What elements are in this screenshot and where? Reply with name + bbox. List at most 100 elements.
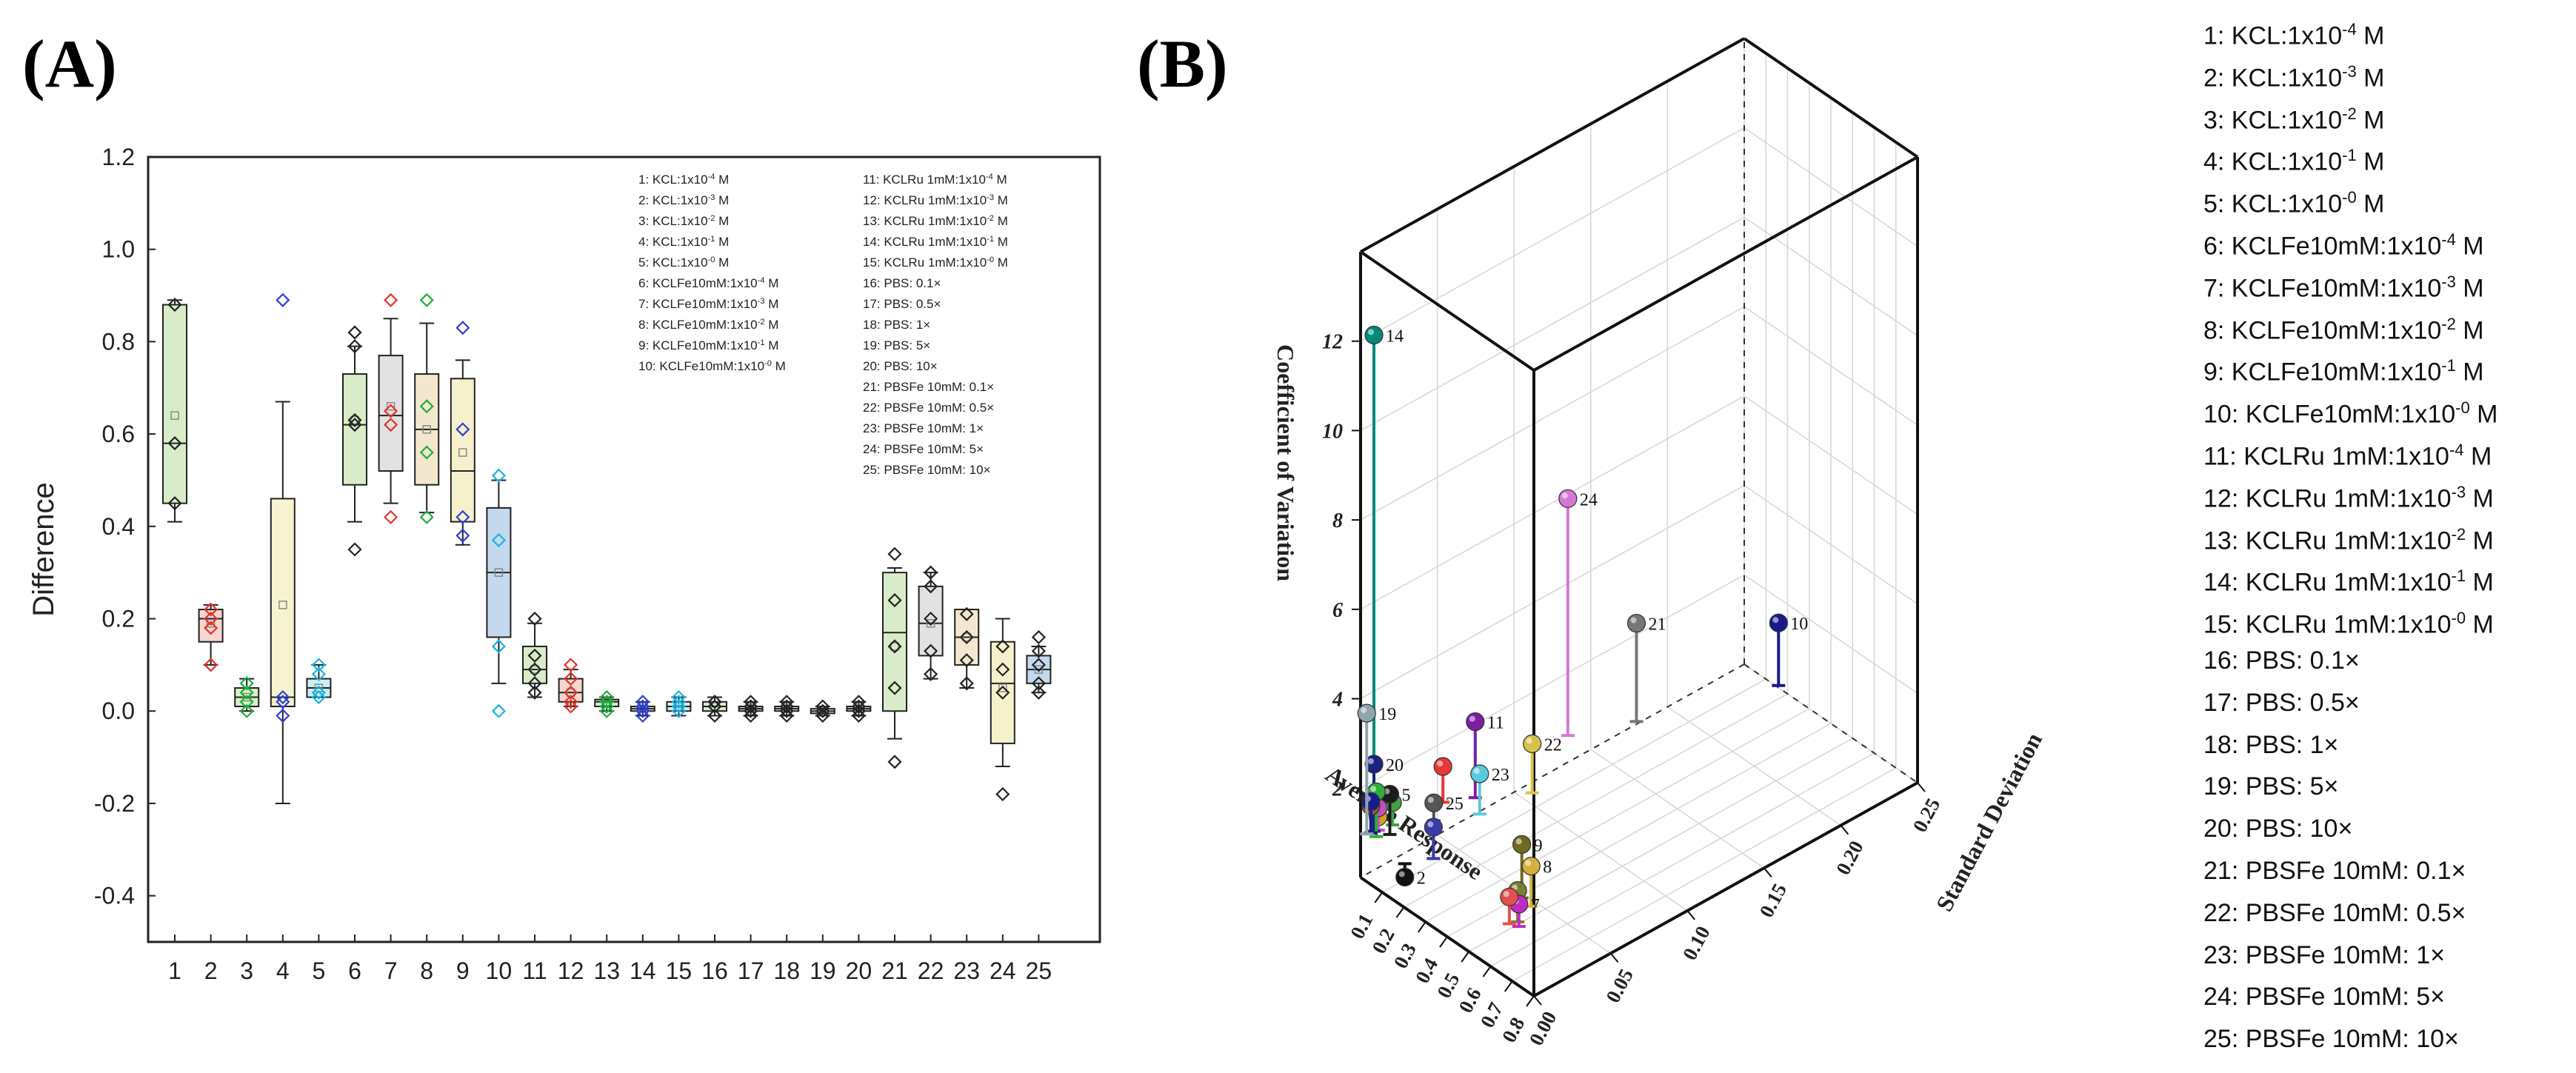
point-label: 11 <box>1487 714 1504 733</box>
data-point <box>347 325 362 340</box>
x-tick-label: 13 <box>593 957 620 984</box>
legend-b-item: 7: KCLFe10mM:1x10-3 M <box>2203 272 2484 303</box>
point-label: 5 <box>1401 786 1410 806</box>
data-point <box>1031 676 1046 691</box>
x-tick-label: 18 <box>773 957 800 984</box>
x-tick-label: 7 <box>384 957 398 984</box>
data-point <box>419 293 434 307</box>
plot-frame <box>147 156 1101 943</box>
point-label: 10 <box>1790 615 1808 634</box>
scatter-point-10: 10 <box>1769 613 1808 687</box>
data-point <box>924 565 938 580</box>
scatter-point-22: 22 <box>1523 734 1562 795</box>
box-19 <box>810 699 835 723</box>
y-tick-mark <box>1917 782 1926 792</box>
x-tick-label: 15 <box>666 957 693 984</box>
box-2 <box>198 602 224 672</box>
mean-marker <box>422 425 431 434</box>
hidden-edge <box>1360 663 1745 878</box>
data-point <box>959 676 974 691</box>
iqr-box <box>162 304 187 504</box>
z-tick-label: 10 <box>1322 420 1343 443</box>
data-point <box>887 755 902 769</box>
grid-z-left <box>1360 306 1745 521</box>
box-24 <box>990 618 1015 802</box>
box-7 <box>378 293 404 524</box>
point-highlight <box>1368 758 1375 764</box>
box-4 <box>270 293 296 804</box>
point-label: 22 <box>1544 735 1562 755</box>
data-point <box>887 546 902 561</box>
data-point <box>707 708 722 723</box>
legend-b-item: 11: KCLRu 1mM:1x10-4 M <box>2203 440 2492 471</box>
data-point <box>491 468 506 483</box>
point-sphere <box>1521 856 1541 876</box>
legend-b-item: 8: KCLFe10mM:1x10-2 M <box>2203 314 2484 344</box>
x-tick-mark <box>1417 921 1427 933</box>
data-point <box>959 653 974 668</box>
x-tick-label: 24 <box>990 957 1016 984</box>
data-point <box>527 676 542 691</box>
data-point <box>167 496 182 511</box>
data-point <box>384 293 398 307</box>
data-point <box>995 786 1010 802</box>
x-tick-label: 12 <box>558 957 584 984</box>
data-point <box>1031 685 1046 700</box>
point-sphere <box>1470 764 1489 783</box>
legend-b-item: 17: PBS: 0.5× <box>2203 688 2360 717</box>
point-sphere <box>1433 757 1452 776</box>
x-tick-label: 11 <box>522 957 547 984</box>
box-edge <box>1360 37 1745 253</box>
data-point <box>744 695 758 709</box>
x-tick-label: 22 <box>918 957 944 984</box>
box-17 <box>738 695 764 723</box>
point-highlight <box>1503 891 1509 897</box>
legend-b-item: 13: KCLRu 1mM:1x10-2 M <box>2203 524 2494 555</box>
box-14 <box>630 695 655 723</box>
z-tick-label: 6 <box>1332 599 1343 622</box>
data-point <box>456 321 470 335</box>
mean-marker <box>458 448 467 457</box>
data-point <box>959 606 974 621</box>
legend-b-item: 14: KCLRu 1mM:1x10-1 M <box>2203 566 2494 597</box>
legend-b-item: 24: PBSFe 10mM: 5× <box>2203 983 2445 1012</box>
legend-b-item: 18: PBS: 1× <box>2203 730 2339 759</box>
box-1 <box>162 297 187 523</box>
point-label: 21 <box>1648 615 1666 635</box>
data-point <box>887 681 902 695</box>
data-point <box>995 662 1010 677</box>
legend-a-item: 3: KCL:1x10-2 M <box>638 214 729 228</box>
data-point <box>851 695 866 709</box>
point-label: 14 <box>1386 327 1404 346</box>
axis-edge-y <box>1533 781 1918 997</box>
box-13 <box>594 689 620 718</box>
legend-b-item: 3: KCL:1x10-2 M <box>2203 104 2385 134</box>
data-point <box>167 436 182 451</box>
data-point <box>527 662 542 677</box>
z-tick-label: 12 <box>1322 331 1343 354</box>
data-point <box>419 445 434 460</box>
x-tick-label: 20 <box>846 957 872 984</box>
grid-x-floor <box>1512 767 1897 982</box>
legend-b-item: 9: KCLFe10mM:1x10-1 M <box>2203 356 2484 387</box>
point-highlight <box>1469 715 1475 722</box>
x-tick-label: 9 <box>456 957 470 984</box>
legend-b-item: 10: KCLFe10mM:1x10-0 M <box>2203 398 2498 429</box>
legend-b-item: 4: KCL:1x10-1 M <box>2203 146 2385 176</box>
legend-a-item: 15: KCLRu 1mM:1x10-0 M <box>863 255 1008 270</box>
box-6 <box>342 325 367 557</box>
mean-marker <box>206 619 216 628</box>
grid-z-left <box>1360 216 1745 432</box>
data-point <box>564 672 578 686</box>
data-point <box>707 695 722 709</box>
y-tick-mark <box>1609 952 1619 963</box>
y-tick-mark <box>1686 910 1695 920</box>
y-tick-label: -0.4 <box>94 883 135 909</box>
legend-a-item: 14: KCLRu 1mM:1x10-1 M <box>863 235 1008 249</box>
scatter-point-19: 19 <box>1357 703 1396 836</box>
grid-x-floor <box>1381 678 1766 893</box>
box-15 <box>666 689 692 718</box>
data-point <box>527 685 542 700</box>
data-point <box>384 404 398 418</box>
point-sphere <box>1361 792 1381 812</box>
